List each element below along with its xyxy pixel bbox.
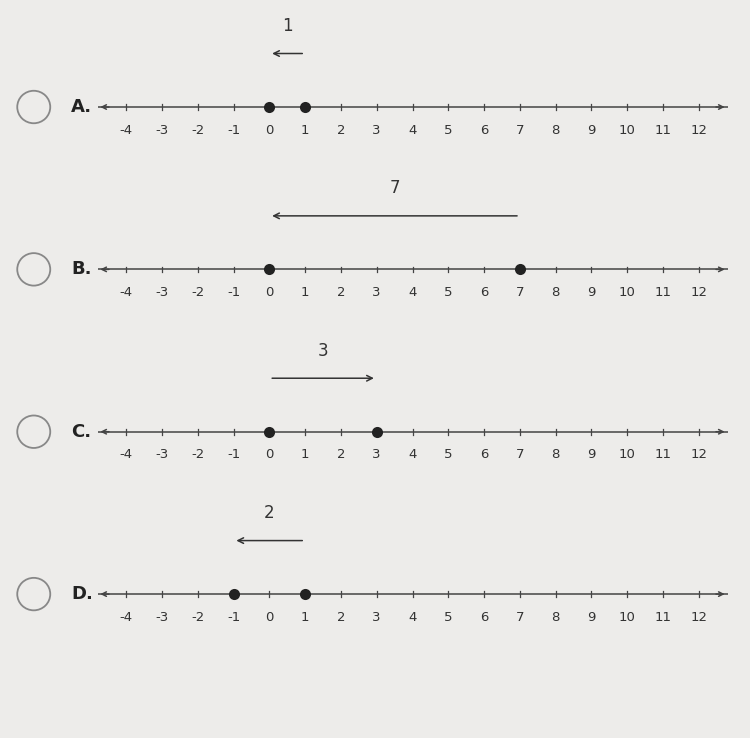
Text: 7: 7 (389, 179, 400, 197)
Text: 1: 1 (282, 17, 292, 35)
Text: 2: 2 (264, 504, 274, 523)
Text: 7: 7 (516, 611, 524, 624)
Text: 12: 12 (690, 286, 707, 299)
Text: -4: -4 (119, 286, 133, 299)
Text: 0: 0 (266, 286, 274, 299)
Text: 1: 1 (301, 123, 309, 137)
Text: B.: B. (71, 261, 92, 278)
Text: 3: 3 (373, 286, 381, 299)
Text: 6: 6 (480, 449, 488, 461)
Text: 5: 5 (444, 449, 452, 461)
Text: 3: 3 (373, 123, 381, 137)
Text: -4: -4 (119, 611, 133, 624)
Text: 6: 6 (480, 286, 488, 299)
Text: 1: 1 (301, 449, 309, 461)
Text: 0: 0 (266, 611, 274, 624)
Text: -1: -1 (227, 286, 240, 299)
Text: 9: 9 (587, 449, 596, 461)
Text: 10: 10 (619, 286, 636, 299)
Text: -3: -3 (155, 611, 169, 624)
Text: 2: 2 (337, 286, 345, 299)
Text: -2: -2 (191, 611, 204, 624)
Text: -1: -1 (227, 611, 240, 624)
Text: 12: 12 (690, 611, 707, 624)
Text: 5: 5 (444, 286, 452, 299)
Text: A.: A. (71, 98, 92, 116)
Text: -4: -4 (119, 449, 133, 461)
Text: 11: 11 (655, 611, 671, 624)
Text: 11: 11 (655, 449, 671, 461)
Text: 7: 7 (516, 123, 524, 137)
Text: 5: 5 (444, 611, 452, 624)
Text: 8: 8 (551, 449, 560, 461)
Text: -3: -3 (155, 449, 169, 461)
Text: 6: 6 (480, 123, 488, 137)
Text: 0: 0 (266, 123, 274, 137)
Text: 10: 10 (619, 611, 636, 624)
Text: 9: 9 (587, 286, 596, 299)
Text: 4: 4 (408, 286, 417, 299)
Text: 11: 11 (655, 123, 671, 137)
Text: -1: -1 (227, 123, 240, 137)
Text: 3: 3 (318, 342, 328, 360)
Text: 4: 4 (408, 123, 417, 137)
Text: 4: 4 (408, 449, 417, 461)
Text: 1: 1 (301, 611, 309, 624)
Text: 1: 1 (301, 286, 309, 299)
Text: 12: 12 (690, 123, 707, 137)
Text: 8: 8 (551, 611, 560, 624)
Text: -1: -1 (227, 449, 240, 461)
Text: -3: -3 (155, 123, 169, 137)
Text: 5: 5 (444, 123, 452, 137)
Text: 3: 3 (373, 449, 381, 461)
Text: D.: D. (71, 585, 93, 603)
Text: 2: 2 (337, 123, 345, 137)
Text: -4: -4 (119, 123, 133, 137)
Text: 6: 6 (480, 611, 488, 624)
Text: 12: 12 (690, 449, 707, 461)
Text: 7: 7 (516, 449, 524, 461)
Text: 4: 4 (408, 611, 417, 624)
Text: 11: 11 (655, 286, 671, 299)
Text: 2: 2 (337, 449, 345, 461)
Text: 8: 8 (551, 123, 560, 137)
Text: 7: 7 (516, 286, 524, 299)
Text: -2: -2 (191, 123, 204, 137)
Text: -2: -2 (191, 286, 204, 299)
Text: 8: 8 (551, 286, 560, 299)
Text: 0: 0 (266, 449, 274, 461)
Text: 3: 3 (373, 611, 381, 624)
Text: 2: 2 (337, 611, 345, 624)
Text: -3: -3 (155, 286, 169, 299)
Text: 9: 9 (587, 611, 596, 624)
Text: -2: -2 (191, 449, 204, 461)
Text: C.: C. (71, 423, 92, 441)
Text: 10: 10 (619, 123, 636, 137)
Text: 10: 10 (619, 449, 636, 461)
Text: 9: 9 (587, 123, 596, 137)
